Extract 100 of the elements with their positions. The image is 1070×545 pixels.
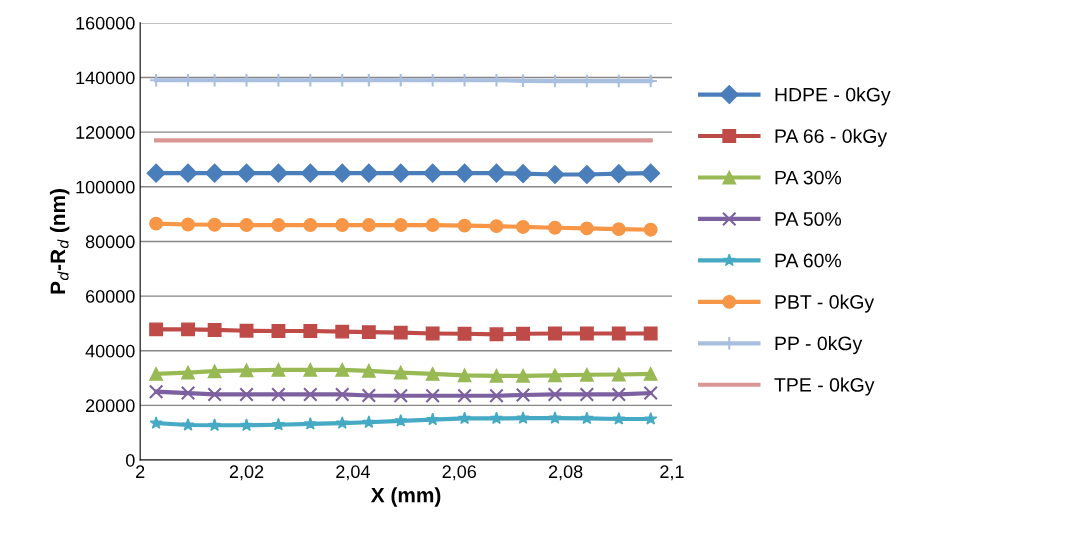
point bbox=[611, 222, 626, 237]
point bbox=[205, 163, 225, 183]
point bbox=[239, 418, 254, 432]
y-tick-label: 0 bbox=[125, 453, 135, 467]
point bbox=[489, 327, 504, 342]
point bbox=[361, 218, 376, 232]
point bbox=[268, 163, 288, 183]
point bbox=[334, 387, 350, 402]
point bbox=[178, 163, 198, 183]
x-tick-label: 2,08 bbox=[548, 465, 583, 481]
point bbox=[303, 416, 317, 430]
point bbox=[611, 326, 626, 341]
legend-label: PA 50% bbox=[775, 212, 842, 226]
y-tick-label: 40000 bbox=[85, 344, 135, 358]
point bbox=[146, 163, 166, 183]
point bbox=[489, 219, 504, 234]
point bbox=[643, 326, 658, 341]
point bbox=[643, 366, 658, 381]
point bbox=[239, 387, 254, 402]
point bbox=[181, 418, 195, 431]
point bbox=[548, 368, 562, 383]
point bbox=[271, 218, 286, 232]
point bbox=[393, 365, 408, 380]
point bbox=[181, 322, 195, 337]
point bbox=[271, 324, 286, 338]
legend-label: PBT - 0kGy bbox=[775, 294, 875, 313]
y-tick-label: 100000 bbox=[76, 180, 135, 194]
point bbox=[516, 326, 531, 341]
point bbox=[393, 218, 408, 232]
point bbox=[239, 323, 254, 338]
legend-label: PA 30% bbox=[775, 170, 842, 185]
point bbox=[425, 326, 440, 341]
point bbox=[547, 387, 563, 402]
point bbox=[207, 387, 222, 402]
legend-label: PA 66 - 0kGy bbox=[775, 128, 888, 147]
point bbox=[149, 216, 164, 231]
point bbox=[335, 324, 350, 339]
point bbox=[489, 388, 504, 404]
point bbox=[489, 368, 504, 383]
point bbox=[303, 218, 318, 232]
point bbox=[303, 324, 318, 338]
point bbox=[425, 218, 440, 232]
y-tick-label: 20000 bbox=[86, 399, 135, 413]
point bbox=[335, 218, 350, 232]
x-axis-title: X (mm) bbox=[370, 487, 441, 507]
point bbox=[426, 412, 440, 426]
point bbox=[579, 367, 594, 382]
point bbox=[335, 362, 350, 377]
point bbox=[489, 411, 504, 425]
point bbox=[271, 387, 286, 402]
y-tick-label: 160000 bbox=[76, 16, 135, 30]
point bbox=[579, 221, 594, 236]
y-axis-title: P$_{d}$-R$_{d}$ (nm) bbox=[49, 189, 70, 294]
point bbox=[181, 217, 195, 232]
point bbox=[515, 387, 531, 403]
legend-label: PA 60% bbox=[775, 253, 842, 268]
point bbox=[149, 366, 164, 381]
point bbox=[643, 222, 658, 237]
point bbox=[303, 387, 318, 402]
point bbox=[207, 364, 222, 379]
point bbox=[149, 322, 164, 337]
point bbox=[425, 388, 440, 404]
point bbox=[425, 366, 440, 381]
point bbox=[516, 411, 530, 424]
point bbox=[486, 163, 507, 183]
point bbox=[643, 385, 658, 401]
point bbox=[548, 326, 562, 341]
point bbox=[361, 363, 376, 378]
x-tick-label: 2,1 bbox=[660, 465, 684, 481]
point bbox=[362, 415, 376, 429]
point bbox=[394, 413, 408, 427]
point bbox=[579, 326, 594, 341]
point bbox=[516, 368, 531, 383]
point bbox=[181, 365, 195, 380]
point bbox=[545, 164, 565, 185]
legend-label: HDPE - 0kGy bbox=[775, 87, 891, 106]
point bbox=[580, 411, 594, 425]
point bbox=[641, 163, 661, 183]
point bbox=[423, 163, 443, 183]
point bbox=[611, 367, 626, 382]
point bbox=[457, 368, 472, 383]
point bbox=[271, 417, 286, 431]
x-tick-label: 2,02 bbox=[229, 465, 264, 481]
point bbox=[611, 387, 627, 402]
point bbox=[548, 220, 562, 235]
x-tick-label: 2,06 bbox=[442, 465, 477, 481]
point bbox=[457, 388, 472, 404]
point bbox=[303, 362, 318, 377]
point bbox=[361, 325, 376, 340]
point bbox=[579, 387, 595, 402]
point bbox=[513, 164, 533, 184]
y-tick-label: 140000 bbox=[76, 71, 135, 85]
point bbox=[207, 418, 222, 432]
point bbox=[393, 325, 408, 340]
point bbox=[457, 411, 472, 425]
x-tick-label: 2 bbox=[136, 465, 145, 478]
point bbox=[207, 217, 222, 232]
point bbox=[271, 362, 286, 377]
y-tick-label: 120000 bbox=[76, 126, 135, 139]
point bbox=[149, 416, 163, 429]
